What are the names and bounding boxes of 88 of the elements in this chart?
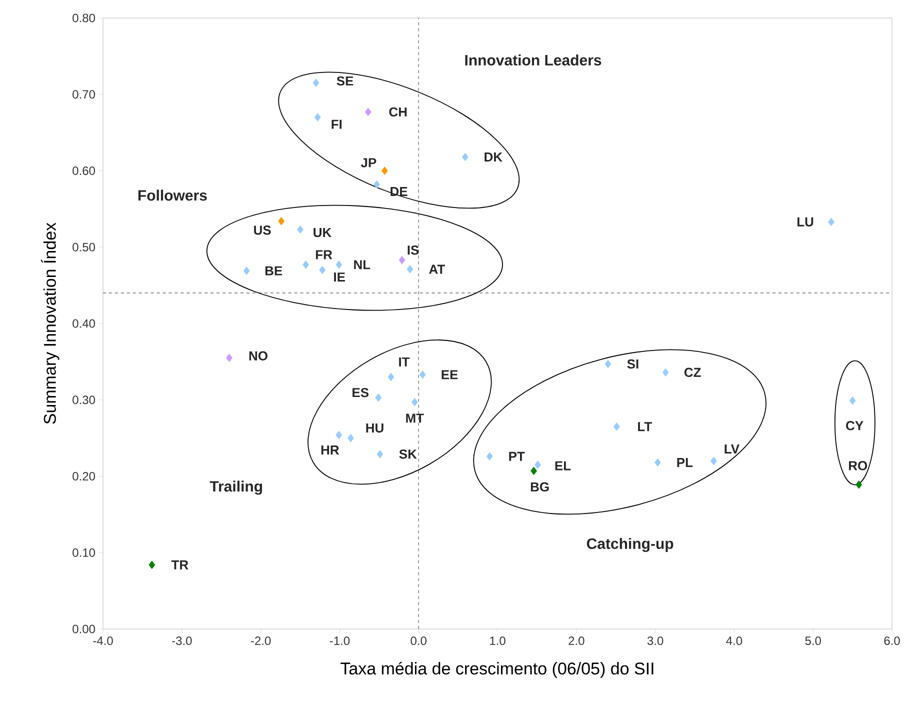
x-tick-label: 2.0: [568, 636, 584, 646]
annotation: MT: [406, 414, 424, 423]
annotation: NO: [249, 351, 268, 360]
annotation: CZ: [684, 368, 701, 377]
annotation: Innovation Leaders: [465, 54, 602, 66]
annotation: UK: [314, 228, 332, 238]
annotation: LU: [797, 217, 814, 226]
annotation: FR: [316, 250, 332, 260]
annotation: BG: [530, 482, 549, 492]
annotation: EL: [555, 461, 571, 470]
point: [710, 456, 717, 466]
annotation: TR: [171, 560, 188, 570]
annotation: PT: [509, 452, 525, 461]
annotation: DK: [484, 152, 502, 162]
annotation: CY: [846, 421, 864, 430]
annotation: HR: [321, 446, 340, 454]
point: [604, 360, 612, 368]
annotation: RO: [849, 461, 868, 470]
annotation: IT: [399, 357, 410, 366]
x-tick-label: -2.0: [250, 636, 271, 646]
annotation: FI: [332, 120, 342, 129]
x-tick-label: 4.0: [726, 636, 742, 646]
point: [297, 225, 304, 234]
point: [388, 372, 394, 382]
x-tick-label: 5.0: [805, 636, 821, 646]
y-tick-label: 0.00: [72, 624, 96, 634]
annotation: EE: [442, 370, 458, 380]
annotation: IE: [334, 272, 345, 282]
point: [662, 368, 669, 377]
annotation: ES: [352, 388, 369, 398]
point: [226, 354, 232, 362]
x-tick-label: 6.0: [884, 636, 900, 646]
x-tick-label: 3.0: [647, 636, 664, 646]
x-tick-label: 0.0: [410, 636, 426, 646]
x-tick-label: -3.0: [172, 636, 192, 646]
annotation: SI: [627, 359, 638, 369]
annotation: PL: [677, 458, 693, 467]
point: [243, 266, 250, 275]
point: [654, 458, 661, 467]
annotation: JP: [360, 158, 376, 168]
y-axis-title: Summary Innovation Índex: [41, 222, 60, 424]
point: [411, 398, 418, 406]
x-tick-label: 1.0: [490, 636, 506, 646]
x-axis-title: Taxa média de crescimento (06/05) do SII: [340, 662, 654, 678]
point: [398, 256, 406, 264]
y-tick-label: 0.60: [72, 166, 96, 176]
point: [530, 466, 537, 476]
annotation: Catching-up: [586, 538, 674, 552]
point: [336, 430, 342, 440]
annotation: CH: [389, 107, 407, 117]
x-tick-label: -1.0: [330, 636, 350, 646]
annotation: NL: [354, 260, 370, 270]
annotation: US: [254, 226, 271, 235]
point: [856, 480, 862, 489]
y-tick-label: 0.70: [72, 90, 96, 99]
annotation: SK: [399, 450, 417, 459]
y-tick-label: 0.40: [72, 319, 96, 328]
point: [302, 260, 309, 269]
x-tick-label: -4.0: [93, 636, 113, 646]
point: [336, 260, 342, 269]
point: [828, 218, 834, 226]
annotation: HU: [366, 424, 384, 433]
annotation: IS: [408, 246, 419, 255]
point: [348, 434, 354, 442]
y-tick-label: 0.10: [72, 548, 96, 557]
y-tick-label: 0.50: [72, 242, 96, 252]
point: [406, 265, 414, 274]
point: [419, 370, 426, 379]
point: [376, 450, 384, 458]
point: [319, 266, 326, 274]
y-tick-label: 0.80: [72, 14, 96, 22]
annotation: Trailing: [210, 480, 262, 495]
y-tick-label: 0.30: [72, 396, 96, 404]
point: [613, 422, 620, 431]
annotation: BE: [265, 266, 282, 276]
annotation: Followers: [138, 190, 207, 201]
point: [486, 452, 493, 461]
point: [278, 216, 285, 226]
point: [849, 396, 856, 405]
y-tick-label: 0.20: [72, 472, 96, 481]
point: [534, 460, 541, 469]
annotation: LV: [724, 444, 740, 454]
annotation: LT: [638, 422, 652, 432]
point: [148, 560, 156, 570]
annotation: AT: [429, 264, 445, 274]
point: [375, 393, 382, 402]
annotation: DE: [390, 187, 408, 196]
annotation: SE: [336, 76, 354, 86]
